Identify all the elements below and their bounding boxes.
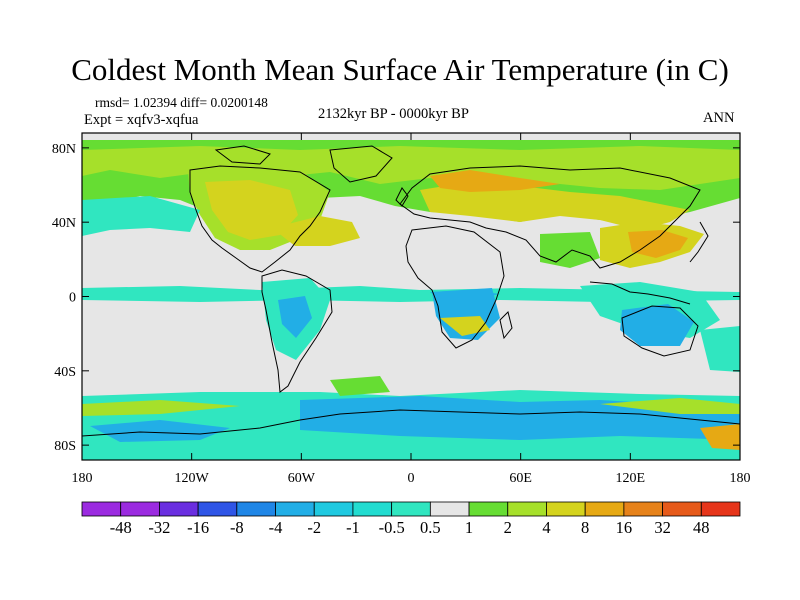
lon-tick-label: 60E <box>509 471 532 486</box>
coastline-indonesia <box>589 281 691 305</box>
colorbar-label: -8 <box>230 518 244 537</box>
lon-tick-label: 180 <box>72 471 93 486</box>
colorbar-label: 2 <box>504 518 512 537</box>
latitude-axis: 80N 40N 0 40S 80S <box>52 142 740 454</box>
anomaly-antarctic-warm <box>700 424 740 450</box>
anomaly-south-pacific <box>700 326 740 372</box>
colorbar-box <box>507 501 547 517</box>
colorbar-box <box>159 501 199 517</box>
colorbar-label: 1 <box>465 518 473 537</box>
colorbar-box <box>120 501 160 517</box>
anomaly-east-asia <box>540 232 600 268</box>
anomaly-australia-cool <box>620 304 694 346</box>
anomaly-north-america-warm <box>205 180 298 240</box>
colorbar-box <box>584 501 625 517</box>
anomaly-north-pacific-cool <box>82 196 200 236</box>
coastline-uk <box>395 187 409 207</box>
longitude-axis: 180 120W 60W 0 60E 120E 180 <box>72 133 751 486</box>
lon-tick-label: 60W <box>288 471 316 486</box>
colorbar-box <box>81 501 122 517</box>
coastline-madagascar <box>499 311 513 340</box>
season-text: ANN <box>703 110 735 126</box>
lon-tick-label: 0 <box>408 471 415 486</box>
anomaly-fields <box>82 140 740 460</box>
anomaly-siberia-warm <box>430 170 560 192</box>
anomaly-arctic-yellow <box>82 146 740 190</box>
colorbar-label: -32 <box>148 518 170 537</box>
anomaly-antarctic-west <box>90 420 230 442</box>
colorbar-label: -48 <box>110 518 132 537</box>
colorbar-box <box>623 501 663 517</box>
anomaly-tropical-band <box>82 286 740 302</box>
period-text: 2132kyr BP - 0000kyr BP <box>318 106 469 122</box>
lat-tick-label: 80N <box>52 142 76 157</box>
anomaly-asia-warm-core <box>628 230 688 258</box>
colorbar-box <box>429 501 470 517</box>
lat-tick-label: 40S <box>54 365 76 380</box>
colorbar-box <box>236 501 276 517</box>
coastline-africa <box>405 225 505 349</box>
coastline-arctic-islands <box>214 145 271 165</box>
coastline-south-america <box>261 269 333 393</box>
anomaly-na-atlantic <box>272 216 360 246</box>
colorbar-label: 4 <box>542 518 550 537</box>
lat-tick-label: 0 <box>69 291 76 306</box>
colorbar-label: 48 <box>693 518 710 537</box>
colorbar-label: 16 <box>616 518 633 537</box>
map-area <box>82 133 740 460</box>
coastlines <box>82 145 740 437</box>
anomaly-south-america-cool <box>278 296 312 338</box>
anomaly-southern-warm-band <box>82 400 240 416</box>
lat-tick-label: 80S <box>54 439 76 454</box>
lat-tick-label: 40N <box>52 216 76 231</box>
colorbar-label: -4 <box>269 518 283 537</box>
colorbar-label: -2 <box>307 518 321 537</box>
coastline-antarctica <box>82 409 740 437</box>
colorbar-label: 32 <box>654 518 671 537</box>
colorbar-box <box>662 501 702 517</box>
anomaly-eurasia-warm <box>420 182 690 230</box>
colorbar-label: -1 <box>346 518 360 537</box>
colorbar-label: -0.5 <box>379 518 405 537</box>
coastline-japan <box>689 221 709 263</box>
colorbar-label: 0.5 <box>420 518 441 537</box>
colorbar-box <box>352 501 393 517</box>
colorbar-box <box>468 501 509 517</box>
coastline-eurasia <box>399 165 701 269</box>
anomaly-southern-warm-east <box>600 398 740 414</box>
colorbar-box <box>275 501 315 517</box>
anomaly-south-atlantic-green <box>330 376 390 396</box>
experiment-text: Expt = xqfv3-xqfua <box>84 112 199 128</box>
colorbar-box <box>313 501 354 517</box>
lon-tick-label: 120E <box>616 471 646 486</box>
lon-tick-label: 120W <box>175 471 210 486</box>
stats-text: rmsd= 1.02394 diff= 0.0200148 <box>95 95 268 110</box>
map-title: Coldest Month Mean Surface Air Temperatu… <box>71 52 729 87</box>
lon-tick-label: 180 <box>730 471 751 486</box>
coastline-greenland <box>329 145 393 183</box>
colorbar-box <box>700 501 741 517</box>
colorbar: -48 -32 -16 -8 -4 -2 -1 -0.5 0.5 1 2 4 8 16 32 48 <box>81 501 741 537</box>
colorbar-box <box>197 501 238 517</box>
colorbar-label: 8 <box>581 518 589 537</box>
colorbar-box <box>546 501 586 517</box>
colorbar-label: -16 <box>187 518 209 537</box>
coastline-north-america <box>189 165 331 273</box>
colorbar-box <box>391 501 431 517</box>
coastline-australia <box>621 305 699 357</box>
anomaly-africa-warm <box>440 316 490 336</box>
